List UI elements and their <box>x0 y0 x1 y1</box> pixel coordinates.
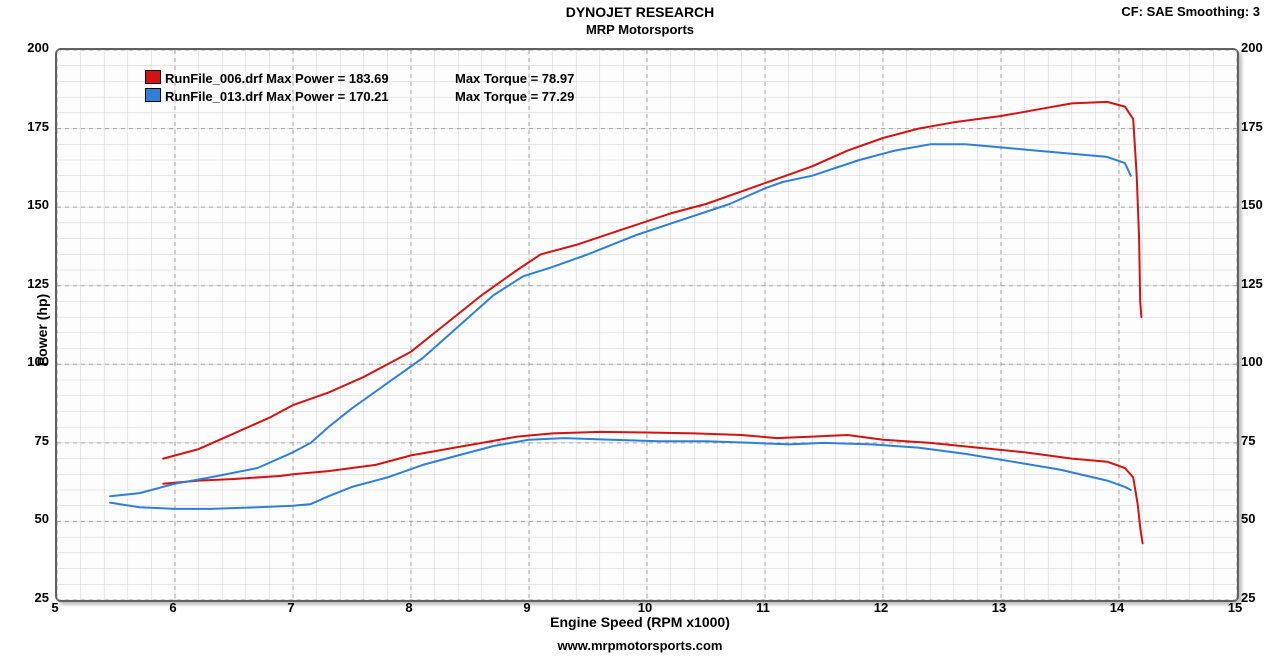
legend-text: RunFile_006.drf Max Power = 183.69 <box>165 70 455 88</box>
chart-container: DYNOJET RESEARCH MRP Motorsports CF: SAE… <box>0 0 1280 660</box>
plot-svg <box>57 50 1237 600</box>
tick-label: 125 <box>1241 276 1263 291</box>
legend-text: Max Torque = 77.29 <box>455 88 574 106</box>
tick-label: 5 <box>35 600 75 615</box>
legend-row: RunFile_013.drf Max Power = 170.21Max To… <box>145 88 574 106</box>
legend-swatch <box>145 70 161 84</box>
tick-label: 125 <box>9 276 49 291</box>
tick-label: 200 <box>9 40 49 55</box>
tick-label: 10 <box>625 600 665 615</box>
tick-label: 175 <box>1241 119 1263 134</box>
tick-label: 75 <box>9 433 49 448</box>
tick-label: 100 <box>9 354 49 369</box>
legend-row: RunFile_006.drf Max Power = 183.69Max To… <box>145 70 574 88</box>
tick-label: 6 <box>153 600 193 615</box>
tick-label: 150 <box>9 197 49 212</box>
tick-label: 8 <box>389 600 429 615</box>
tick-label: 75 <box>1241 433 1255 448</box>
tick-label: 9 <box>507 600 547 615</box>
tick-label: 50 <box>1241 511 1255 526</box>
correction-factor-label: CF: SAE Smoothing: 3 <box>1121 4 1260 19</box>
tick-label: 175 <box>9 119 49 134</box>
title-main: DYNOJET RESEARCH <box>0 4 1280 20</box>
tick-label: 50 <box>9 511 49 526</box>
tick-label: 15 <box>1215 600 1255 615</box>
tick-label: 11 <box>743 600 783 615</box>
title-sub: MRP Motorsports <box>0 22 1280 37</box>
x-axis-label: Engine Speed (RPM x1000) <box>0 614 1280 630</box>
legend-swatch <box>145 88 161 102</box>
footer-link: www.mrpmotorsports.com <box>0 638 1280 653</box>
tick-label: 150 <box>1241 197 1263 212</box>
legend: RunFile_006.drf Max Power = 183.69Max To… <box>145 70 574 106</box>
tick-label: 200 <box>1241 40 1263 55</box>
tick-label: 14 <box>1097 600 1137 615</box>
tick-label: 13 <box>979 600 1019 615</box>
legend-text: RunFile_013.drf Max Power = 170.21 <box>165 88 455 106</box>
plot-area <box>55 48 1239 602</box>
tick-label: 100 <box>1241 354 1263 369</box>
tick-label: 12 <box>861 600 901 615</box>
tick-label: 7 <box>271 600 311 615</box>
legend-text: Max Torque = 78.97 <box>455 70 574 88</box>
